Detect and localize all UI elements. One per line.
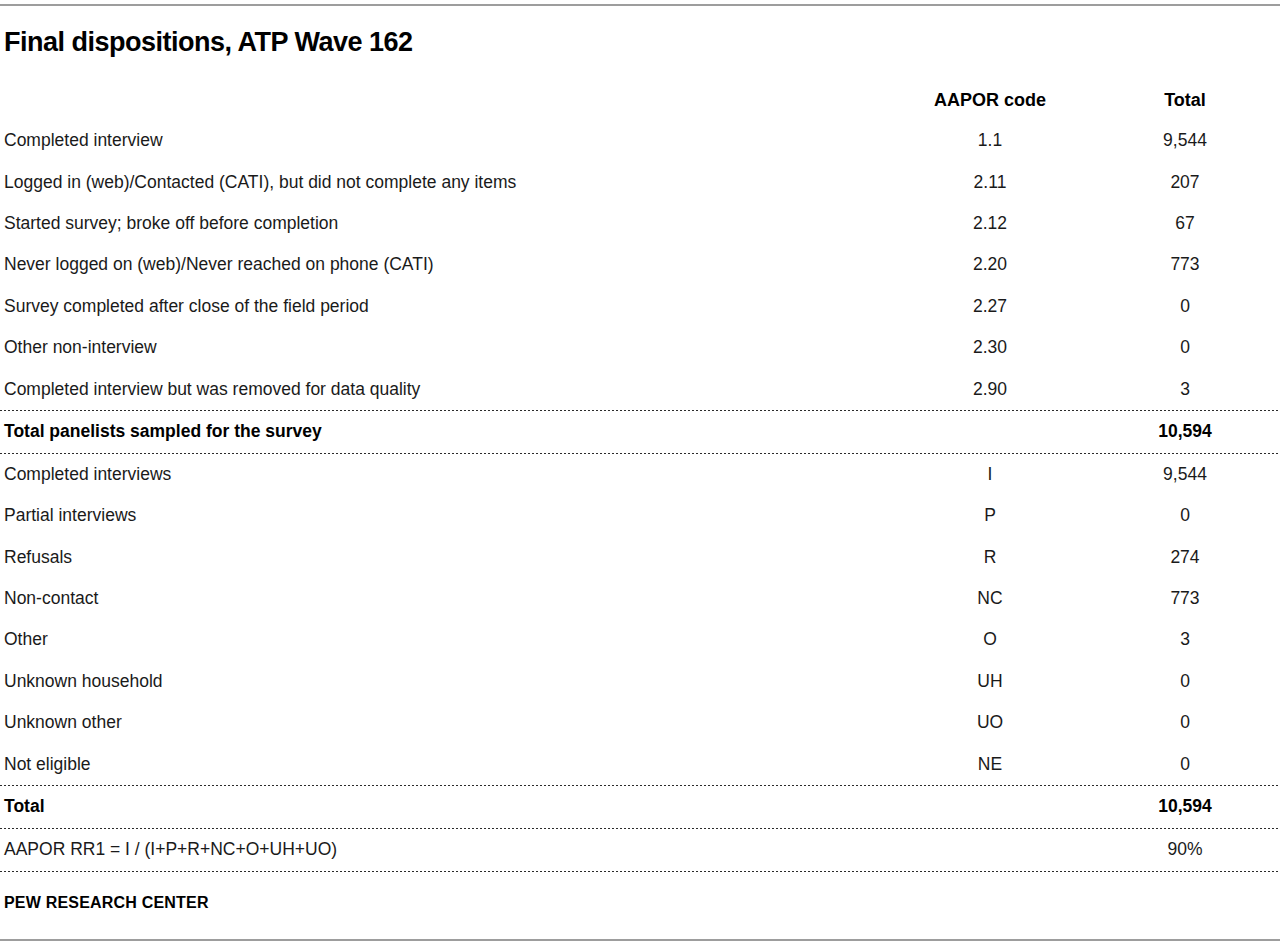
table-row: Not eligible NE 0 [0, 743, 1280, 784]
header-aapor-code: AAPOR code [890, 90, 1090, 111]
header-total: Total [1090, 90, 1280, 111]
aapor-code-cell: 2.27 [890, 296, 1090, 317]
row-label: Partial interviews [0, 505, 890, 526]
rr1-formula: AAPOR RR1 = I / (I+P+R+NC+O+UH+UO) [0, 839, 890, 860]
response-rate-row: AAPOR RR1 = I / (I+P+R+NC+O+UH+UO) 90% [0, 829, 1280, 871]
total-cell: 0 [1090, 671, 1280, 692]
row-label: Total [0, 796, 890, 817]
aapor-code-cell: NC [890, 588, 1090, 609]
aapor-code-cell: P [890, 505, 1090, 526]
total-cell: 0 [1090, 754, 1280, 775]
row-label: Unknown other [0, 712, 890, 733]
total-cell: 3 [1090, 629, 1280, 650]
table-row: Other O 3 [0, 619, 1280, 660]
total-cell: 9,544 [1090, 130, 1280, 151]
aapor-code-cell: UO [890, 712, 1090, 733]
grand-total-row: Total 10,594 [0, 786, 1280, 828]
total-cell: 10,594 [1090, 421, 1280, 442]
total-cell: 773 [1090, 588, 1280, 609]
total-cell: 274 [1090, 547, 1280, 568]
table-header-row: AAPOR code Total [0, 80, 1280, 120]
total-cell: 3 [1090, 379, 1280, 400]
total-sampled-row: Total panelists sampled for the survey 1… [0, 411, 1280, 453]
section-divider [0, 871, 1280, 872]
table-row: Other non-interview 2.30 0 [0, 327, 1280, 368]
table-row: Unknown household UH 0 [0, 661, 1280, 702]
aapor-code-cell: UH [890, 671, 1090, 692]
row-label: Unknown household [0, 671, 890, 692]
aapor-code-cell: 2.11 [890, 172, 1090, 193]
table-row: Refusals R 274 [0, 537, 1280, 578]
aapor-code-cell: 2.12 [890, 213, 1090, 234]
table-row: Logged in (web)/Contacted (CATI), but di… [0, 161, 1280, 202]
dispositions-table: AAPOR code Total Completed interview 1.1… [0, 80, 1280, 872]
row-label: Total panelists sampled for the survey [0, 421, 890, 442]
total-cell: 0 [1090, 296, 1280, 317]
page-title: Final dispositions, ATP Wave 162 [4, 27, 413, 58]
table-row: Completed interviews I 9,544 [0, 454, 1280, 495]
row-label: Survey completed after close of the fiel… [0, 296, 890, 317]
row-label: Non-contact [0, 588, 890, 609]
source-attribution: PEW RESEARCH CENTER [4, 894, 209, 912]
aapor-code-cell: 1.1 [890, 130, 1090, 151]
table-row: Unknown other UO 0 [0, 702, 1280, 743]
row-label: Completed interview but was removed for … [0, 379, 890, 400]
table-row: Never logged on (web)/Never reached on p… [0, 244, 1280, 285]
aapor-code-cell: O [890, 629, 1090, 650]
table-row: Non-contact NC 773 [0, 578, 1280, 619]
total-cell: 90% [1090, 839, 1280, 860]
top-border-rule [0, 4, 1280, 6]
total-cell: 10,594 [1090, 796, 1280, 817]
total-cell: 207 [1090, 172, 1280, 193]
table-row: Completed interview 1.1 9,544 [0, 120, 1280, 161]
row-label: Completed interview [0, 130, 890, 151]
bottom-border-rule [0, 939, 1280, 941]
aapor-code-cell: I [890, 464, 1090, 485]
table-row: Completed interview but was removed for … [0, 368, 1280, 409]
aapor-code-cell: R [890, 547, 1090, 568]
row-label: Completed interviews [0, 464, 890, 485]
aapor-code-cell: 2.30 [890, 337, 1090, 358]
row-label: Refusals [0, 547, 890, 568]
row-label: Other non-interview [0, 337, 890, 358]
total-cell: 0 [1090, 712, 1280, 733]
row-label: Other [0, 629, 890, 650]
total-cell: 773 [1090, 254, 1280, 275]
table-row: Started survey; broke off before complet… [0, 203, 1280, 244]
table-row: Survey completed after close of the fiel… [0, 286, 1280, 327]
aapor-code-cell: 2.90 [890, 379, 1090, 400]
row-label: Logged in (web)/Contacted (CATI), but di… [0, 172, 890, 193]
total-cell: 0 [1090, 505, 1280, 526]
table-row: Partial interviews P 0 [0, 495, 1280, 536]
total-cell: 67 [1090, 213, 1280, 234]
final-dispositions-table-page: Final dispositions, ATP Wave 162 AAPOR c… [0, 0, 1280, 950]
aapor-code-cell: 2.20 [890, 254, 1090, 275]
total-cell: 0 [1090, 337, 1280, 358]
aapor-code-cell: NE [890, 754, 1090, 775]
row-label: Not eligible [0, 754, 890, 775]
row-label: Never logged on (web)/Never reached on p… [0, 254, 890, 275]
row-label: Started survey; broke off before complet… [0, 213, 890, 234]
total-cell: 9,544 [1090, 464, 1280, 485]
